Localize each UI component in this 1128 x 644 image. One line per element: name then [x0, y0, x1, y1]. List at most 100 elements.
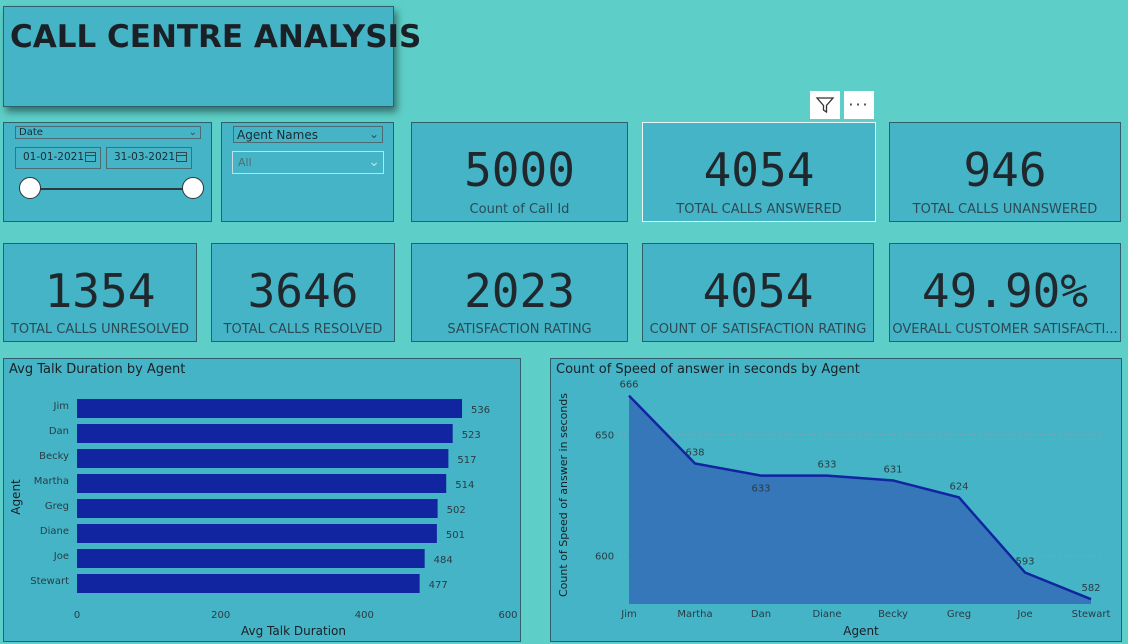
- kpi-value: 946: [963, 143, 1047, 197]
- data-label: 502: [447, 505, 466, 516]
- data-label: 582: [1081, 583, 1100, 594]
- agent-slicer-header[interactable]: Agent Names ⌄: [233, 126, 383, 143]
- speed-of-answer-chart[interactable]: Count of Speed of answer in seconds by A…: [550, 358, 1122, 642]
- kpi-value: 49.90%: [921, 264, 1089, 318]
- bar: [77, 549, 425, 568]
- kpi-label: TOTAL CALLS RESOLVED: [223, 322, 383, 337]
- x-tick-label: Stewart: [1072, 609, 1111, 620]
- data-label: 517: [457, 455, 476, 466]
- x-tick-label: 200: [211, 610, 230, 621]
- kpi-label: TOTAL CALLS UNANSWERED: [912, 202, 1098, 217]
- x-tick-label: Diane: [812, 609, 841, 620]
- data-label: 593: [1015, 557, 1034, 568]
- x-tick-label: Jim: [620, 609, 636, 620]
- y-axis-title: Agent: [9, 479, 23, 515]
- y-tick-label: Greg: [45, 501, 69, 512]
- agent-slicer: Agent Names ⌄ All ⌄: [221, 122, 394, 222]
- start-date-input[interactable]: 01-01-2021: [15, 147, 101, 169]
- y-tick-label: Jim: [53, 401, 69, 412]
- kpi-card[interactable]: 4054 COUNT OF SATISFACTION RATING: [642, 243, 874, 342]
- kpi-label: SATISFACTION RATING: [447, 322, 592, 337]
- kpi-card[interactable]: 49.90% OVERALL CUSTOMER SATISFACTI...: [889, 243, 1121, 342]
- x-tick-label: Becky: [878, 609, 908, 620]
- y-tick-label: Dan: [49, 426, 69, 437]
- calendar-icon[interactable]: [85, 152, 96, 162]
- y-tick-label: Stewart: [30, 576, 69, 587]
- kpi-label: OVERALL CUSTOMER SATISFACTI...: [892, 322, 1118, 337]
- x-axis-title: Agent: [843, 624, 879, 638]
- kpi-card[interactable]: 5000 Count of Call Id: [411, 122, 628, 222]
- chart-title: Count of Speed of answer in seconds by A…: [556, 362, 860, 377]
- chevron-down-icon: ⌄: [368, 127, 379, 141]
- more-options-button[interactable]: ···: [844, 91, 874, 119]
- bar: [77, 449, 449, 468]
- y-tick-label: 600: [595, 552, 614, 563]
- date-slicer: Date ⌄ 01-01-2021 31-03-2021: [3, 122, 212, 222]
- data-label: 523: [462, 430, 481, 441]
- bar: [77, 574, 420, 593]
- data-label: 501: [446, 530, 465, 541]
- bar-chart-svg: Jim 536 Dan 523 Becky 517 Martha 514 Greg 502 Dian…: [9, 399, 518, 638]
- x-tick-label: 400: [355, 610, 374, 621]
- y-tick-label: Becky: [39, 451, 69, 462]
- y-tick-label: Joe: [53, 551, 69, 562]
- data-label: 484: [434, 555, 453, 566]
- data-label: 666: [619, 380, 638, 391]
- area-fill: [629, 395, 1091, 604]
- y-tick-label: Martha: [34, 476, 69, 487]
- bar: [77, 524, 437, 543]
- y-tick-label: 650: [595, 430, 614, 441]
- kpi-card[interactable]: 3646 TOTAL CALLS RESOLVED: [211, 243, 395, 342]
- data-label: 624: [949, 481, 968, 492]
- data-label: 633: [817, 460, 836, 471]
- filter-button[interactable]: [810, 91, 840, 119]
- calendar-icon[interactable]: [176, 152, 187, 162]
- data-label: 638: [685, 448, 704, 459]
- kpi-value: 4054: [703, 143, 815, 197]
- kpi-label: Count of Call Id: [469, 202, 570, 217]
- kpi-value: 2023: [464, 264, 575, 318]
- date-range-start-handle[interactable]: [19, 177, 41, 199]
- x-tick-label: 600: [498, 610, 517, 621]
- date-range-track[interactable]: [32, 188, 198, 190]
- kpi-label: COUNT OF SATISFACTION RATING: [649, 322, 867, 337]
- bar: [77, 474, 447, 493]
- kpi-value: 5000: [464, 143, 575, 197]
- data-label: 536: [471, 405, 490, 416]
- kpi-value: 3646: [247, 264, 359, 318]
- x-tick-label: Greg: [947, 609, 971, 620]
- chevron-down-icon: ⌄: [368, 154, 380, 170]
- date-slicer-header[interactable]: Date ⌄: [15, 126, 201, 139]
- date-slicer-label: Date: [19, 127, 43, 138]
- data-label: 631: [883, 464, 902, 475]
- avg-talk-duration-chart[interactable]: Avg Talk Duration by Agent Jim 536 Dan 523 B…: [3, 358, 521, 642]
- agent-slicer-label: Agent Names: [237, 128, 318, 142]
- x-tick-label: Dan: [751, 609, 771, 620]
- bar: [77, 424, 453, 443]
- agent-select-value: All: [238, 156, 252, 169]
- kpi-card[interactable]: 2023 SATISFACTION RATING: [411, 243, 628, 342]
- kpi-value: 1354: [44, 264, 156, 318]
- y-axis-title: Count of Speed of answer in seconds: [557, 393, 570, 597]
- kpi-card[interactable]: 4054 TOTAL CALLS ANSWERED: [642, 122, 876, 222]
- x-tick-label: Martha: [677, 609, 712, 620]
- chart-title: Avg Talk Duration by Agent: [9, 362, 186, 377]
- data-label: 514: [455, 480, 474, 491]
- start-date-value: 01-01-2021: [23, 151, 85, 163]
- bar: [77, 399, 463, 418]
- x-tick-label: 0: [74, 610, 80, 621]
- bar: [77, 499, 438, 518]
- date-range-end-handle[interactable]: [182, 177, 204, 199]
- kpi-value: 4054: [702, 264, 814, 318]
- x-axis-title: Avg Talk Duration: [241, 624, 346, 638]
- kpi-label: TOTAL CALLS ANSWERED: [676, 202, 842, 217]
- chevron-down-icon: ⌄: [188, 127, 197, 138]
- title-box: CALL CENTRE ANALYSIS: [3, 6, 421, 107]
- kpi-card[interactable]: 1354 TOTAL CALLS UNRESOLVED: [3, 243, 197, 342]
- kpi-label: TOTAL CALLS UNRESOLVED: [10, 322, 190, 337]
- agent-select[interactable]: All ⌄: [232, 151, 384, 174]
- kpi-card[interactable]: 946 TOTAL CALLS UNANSWERED: [889, 122, 1121, 222]
- end-date-input[interactable]: 31-03-2021: [106, 147, 192, 169]
- data-label: 477: [429, 580, 448, 591]
- y-tick-label: Diane: [40, 526, 69, 537]
